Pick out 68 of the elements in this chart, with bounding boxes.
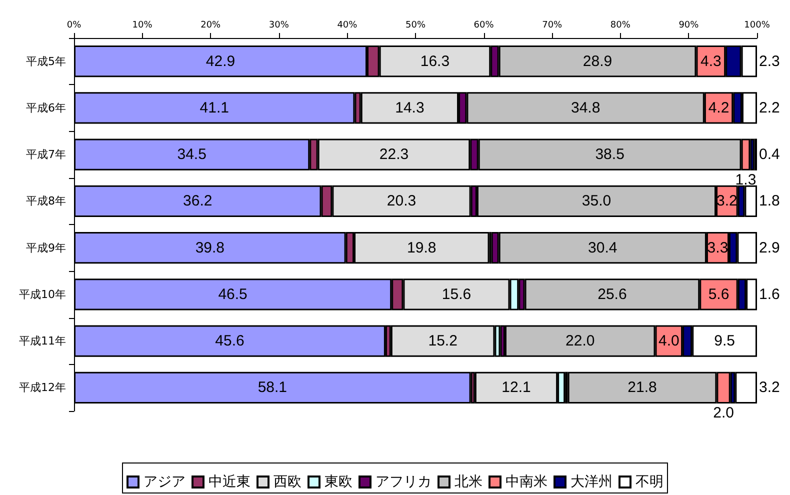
- data-label: 38.5: [595, 146, 624, 164]
- data-label: 0.4: [759, 146, 780, 164]
- x-tick-label: 80%: [610, 20, 631, 30]
- y-tick-label: 平成7年: [26, 148, 66, 162]
- data-label: 34.5: [177, 146, 206, 164]
- data-label: 4.2: [708, 99, 730, 116]
- legend-label: 西欧: [274, 474, 302, 490]
- data-label: 15.6: [442, 286, 472, 303]
- data-label: 34.8: [570, 99, 600, 116]
- data-label: 2.3: [759, 52, 780, 70]
- legend-label: 大洋州: [570, 474, 612, 490]
- y-tick-label: 平成6年: [26, 101, 66, 114]
- data-label: 21.8: [628, 379, 657, 396]
- data-label: 16.3: [420, 52, 450, 70]
- x-tick-label: 70%: [542, 20, 563, 30]
- data-label: 2.0: [713, 404, 734, 422]
- data-label: 42.9: [206, 52, 236, 70]
- data-label: 20.3: [386, 192, 416, 210]
- legend-label: 北米: [454, 474, 482, 490]
- data-label: 2.2: [759, 99, 780, 116]
- data-label: 36.2: [183, 192, 212, 210]
- x-tick-label: 60%: [474, 20, 494, 30]
- data-label: 3.2: [716, 192, 738, 210]
- x-tick-label: 30%: [268, 20, 290, 30]
- legend-label: 中南米: [506, 474, 548, 490]
- x-tick-label: 100%: [744, 20, 770, 30]
- data-label: 12.1: [502, 379, 531, 396]
- data-label: 58.1: [258, 379, 288, 396]
- legend-label: アフリカ: [376, 474, 432, 490]
- data-label: 28.9: [582, 52, 612, 70]
- data-label: 9.5: [714, 332, 735, 350]
- data-label: 22.0: [566, 332, 595, 350]
- y-tick-label: 平成10年: [19, 288, 66, 301]
- x-tick-label: 50%: [405, 20, 426, 30]
- y-tick-label: 平成5年: [26, 54, 66, 68]
- x-tick-label: 90%: [678, 20, 700, 30]
- data-label: 1.6: [759, 286, 780, 303]
- data-label: 5.6: [708, 286, 730, 303]
- legend-label: アジア: [144, 474, 186, 490]
- legend-label: 不明: [636, 474, 664, 490]
- legend-label: 中近東: [208, 474, 250, 490]
- data-label: 30.4: [588, 239, 618, 256]
- data-label: 1.8: [759, 192, 780, 210]
- data-label: 14.3: [395, 99, 424, 116]
- data-label: 45.6: [215, 332, 244, 350]
- x-tick-label: 10%: [132, 20, 153, 30]
- data-label: 3.3: [707, 239, 728, 256]
- data-label: 4.0: [658, 332, 680, 350]
- data-label: 25.6: [598, 286, 627, 303]
- data-label: 19.8: [407, 239, 436, 256]
- data-label: 1.3: [735, 171, 756, 188]
- y-tick-label: 平成8年: [26, 194, 66, 208]
- data-label: 22.3: [379, 146, 409, 164]
- x-tick-label: 0%: [66, 20, 82, 30]
- data-label: 46.5: [218, 286, 248, 303]
- data-label: 35.0: [582, 192, 612, 210]
- data-label: 2.9: [759, 239, 780, 256]
- data-label: 39.8: [195, 239, 225, 256]
- data-label: 4.3: [700, 52, 722, 70]
- x-tick-label: 20%: [200, 20, 222, 30]
- x-tick-label: 40%: [337, 20, 358, 30]
- data-label: 3.2: [759, 379, 780, 396]
- y-tick-label: 平成9年: [26, 241, 66, 254]
- legend-label: 東欧: [324, 474, 352, 490]
- y-tick-label: 平成11年: [19, 334, 66, 348]
- data-label: 41.1: [200, 99, 229, 116]
- y-tick-label: 平成12年: [19, 381, 66, 394]
- data-label: 15.2: [428, 332, 458, 350]
